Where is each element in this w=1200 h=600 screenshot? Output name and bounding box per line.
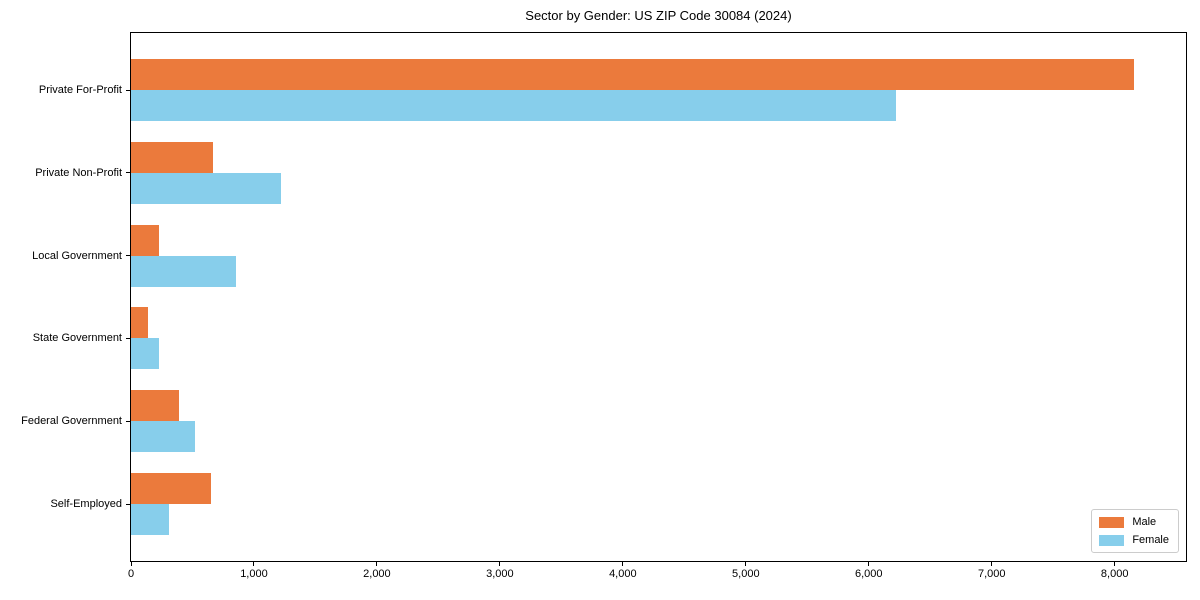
y-category-label: Local Government (32, 249, 122, 262)
x-tick-label: 2,000 (363, 568, 391, 580)
y-tick (126, 420, 130, 422)
bar-male-1 (131, 141, 213, 173)
legend-item-male: Male (1099, 516, 1169, 528)
bar-female-3 (131, 338, 159, 370)
x-tick (745, 562, 747, 566)
x-tick-label: 6,000 (854, 568, 883, 580)
y-tick (126, 255, 130, 257)
x-tick-label: 3,000 (486, 568, 514, 580)
bar-female-1 (131, 172, 281, 204)
bar-female-4 (131, 421, 195, 453)
x-tick-label: 5,000 (732, 568, 760, 580)
male-swatch-icon (1099, 516, 1125, 528)
y-category-label: Federal Government (21, 415, 122, 428)
x-tick (868, 562, 870, 566)
female-swatch-icon (1099, 534, 1125, 546)
x-tick (253, 562, 255, 566)
legend-label-female: Female (1132, 534, 1169, 546)
x-tick (499, 562, 501, 566)
bar-female-2 (131, 255, 236, 287)
bar-female-0 (131, 90, 896, 121)
y-tick (126, 89, 130, 91)
bar-male-2 (131, 224, 159, 256)
bar-female-5 (131, 504, 169, 535)
x-tick (130, 562, 132, 566)
y-category-label: Self-Employed (50, 498, 122, 510)
y-category-label: Private For-Profit (38, 84, 122, 96)
y-tick (126, 172, 130, 174)
x-tick-label: 4,000 (609, 568, 637, 580)
x-tick-label: 0 (127, 568, 135, 580)
x-tick-label: 7,000 (977, 568, 1006, 580)
legend-item-female: Female (1099, 534, 1169, 546)
y-category-label: State Government (32, 332, 122, 345)
bar-male-0 (131, 59, 1134, 90)
bar-male-3 (131, 307, 148, 339)
legend-label-male: Male (1132, 516, 1157, 528)
legend: Male Female (1091, 509, 1179, 553)
y-tick (126, 337, 130, 339)
x-tick-label: 1,000 (240, 568, 268, 580)
y-tick (126, 503, 130, 505)
y-category-label: Private Non-Profit (35, 166, 122, 179)
x-tick-label: 8,000 (1100, 568, 1129, 580)
plot-area: Private For-Profit Private Non-Profit Loca… (21, 32, 1187, 580)
x-tick (1114, 562, 1116, 566)
x-tick (376, 562, 378, 566)
bar-male-5 (131, 473, 211, 504)
x-tick (622, 562, 624, 566)
x-tick (991, 562, 993, 566)
chart-title: Sector by Gender: US ZIP Code 30084 (202… (525, 8, 792, 23)
bar-male-4 (131, 390, 179, 422)
